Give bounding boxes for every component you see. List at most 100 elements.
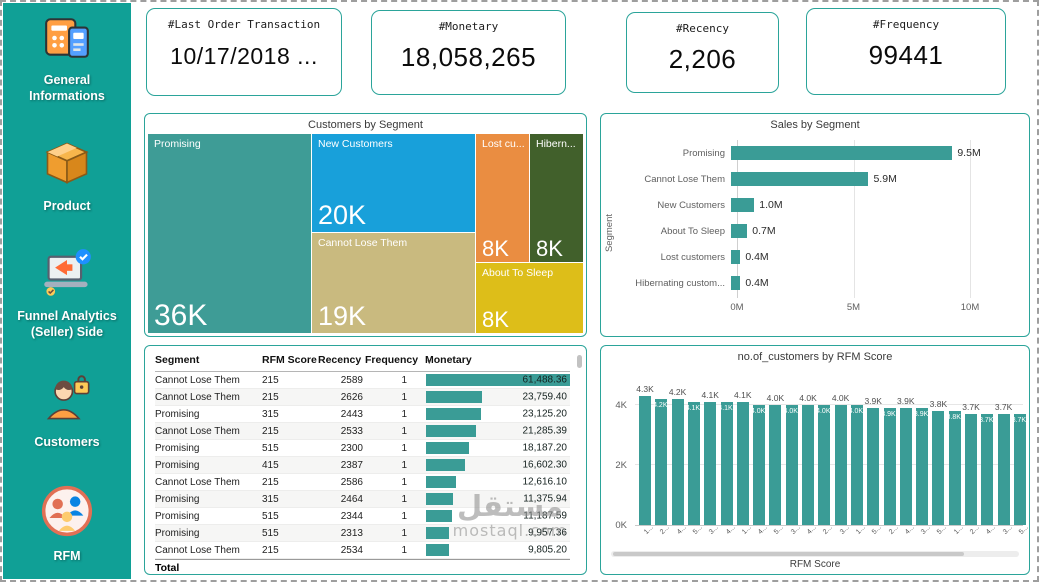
table-cell-seg: Promising <box>155 510 200 522</box>
column-header-recency[interactable]: Recency <box>318 354 362 366</box>
rfm-bar[interactable] <box>655 399 668 525</box>
treemap-block-label: About To Sleep <box>482 267 554 279</box>
treemap-block[interactable]: Cannot Lose Them 19K <box>312 233 475 333</box>
rfm-scrollbar-thumb[interactable] <box>613 552 964 556</box>
rfm-bar[interactable] <box>753 405 766 525</box>
rfm-bar[interactable] <box>932 411 945 525</box>
rfm-bar[interactable] <box>639 396 651 525</box>
sales-bar[interactable] <box>731 146 953 160</box>
table-cell-rec: 2586 <box>340 476 363 488</box>
sidebar-item-funnel-analytics[interactable]: Funnel Analytics (Seller) Side <box>7 247 127 340</box>
rfm-bar[interactable] <box>687 402 700 525</box>
table-row[interactable]: Cannot Lose Them 215 2534 1 9,805.20 <box>155 542 570 559</box>
rfm-bar-label: 4.1K <box>734 390 752 400</box>
sidebar-item-label: General Informations <box>29 73 105 103</box>
monetary-value: 12,616.10 <box>522 476 568 488</box>
rfm-bar[interactable] <box>883 408 896 525</box>
treemap-block-label: Promising <box>154 138 201 150</box>
sales-gridline <box>970 140 971 298</box>
sales-category-label: Hibernating custom... <box>635 277 725 289</box>
table-cell-freq: 1 <box>401 391 407 403</box>
column-header-rfm-score[interactable]: RFM Score <box>262 354 317 366</box>
monetary-cell: 12,616.10 <box>425 474 570 490</box>
kpi-label: #Recency <box>676 22 729 35</box>
table-cell-seg: Promising <box>155 408 200 420</box>
sidebar-item-general-informations[interactable]: General Informations <box>7 13 127 104</box>
sales-chart-title: Sales by Segment <box>770 119 860 131</box>
rfm-bar[interactable] <box>802 405 814 525</box>
sales-category-label: Promising <box>682 147 725 159</box>
rfm-bar[interactable] <box>785 405 798 525</box>
rfm-bar[interactable] <box>916 408 929 525</box>
rfm-bar[interactable] <box>769 405 782 525</box>
treemap-block[interactable]: About To Sleep 8K <box>476 263 583 333</box>
rfm-bar[interactable] <box>850 405 863 525</box>
sales-x-tick-label: 0M <box>730 302 744 313</box>
sales-bar[interactable] <box>731 224 748 238</box>
sales-value-label: 9.5M <box>957 147 981 159</box>
sidebar-item-label: RFM <box>53 549 81 564</box>
table-row[interactable]: Cannot Lose Them 215 2626 1 23,759.40 <box>155 389 570 406</box>
rfm-bar[interactable] <box>736 402 749 525</box>
column-header-monetary[interactable]: Monetary ▼ <box>425 354 472 366</box>
monetary-databar <box>426 425 477 437</box>
rfm-bar[interactable] <box>997 414 1010 525</box>
monetary-databar <box>426 493 453 505</box>
rfm-bar[interactable] <box>867 408 880 525</box>
table-row[interactable]: Promising 515 2300 1 18,187.20 <box>155 440 570 457</box>
table-row[interactable]: Cannot Lose Them 215 2586 1 12,616.10 <box>155 474 570 491</box>
sales-bar[interactable] <box>731 250 741 264</box>
sales-bar[interactable] <box>731 276 741 290</box>
rfm-bar[interactable] <box>720 402 733 525</box>
treemap-block-label: Lost cu... <box>482 138 525 150</box>
monetary-cell: 9,957.36 <box>425 525 570 541</box>
rfm-bar[interactable] <box>818 405 831 525</box>
sales-bar[interactable] <box>731 198 755 212</box>
sales-value-label: 0.4M <box>745 251 769 263</box>
table-cell-freq: 1 <box>401 442 407 454</box>
table-row[interactable]: Promising 515 2313 1 9,957.36 <box>155 525 570 542</box>
table-row[interactable]: Promising 315 2443 1 23,125.20 <box>155 406 570 423</box>
rfm-bar[interactable] <box>948 411 961 525</box>
table-row[interactable]: Promising 315 2464 1 11,375.94 <box>155 491 570 508</box>
kpi-card-last-order-transaction: #Last Order Transaction 10/17/2018 ... <box>146 8 342 96</box>
sales-by-segment-chart: Sales by Segment Segment Promising 9.5M Ca… <box>600 113 1030 337</box>
table-cell-rec: 2313 <box>340 527 363 539</box>
rfm-horizontal-scrollbar[interactable] <box>611 551 1019 557</box>
rfm-bar[interactable] <box>704 402 717 525</box>
treemap-block[interactable]: Promising 36K <box>148 134 311 333</box>
column-header-frequency[interactable]: Frequency <box>365 354 419 366</box>
rfm-bar[interactable] <box>899 408 912 525</box>
monetary-cell: 23,125.20 <box>425 406 570 422</box>
table-row[interactable]: Cannot Lose Them 215 2589 1 61,488.36 <box>155 372 570 389</box>
sidebar-item-label: Product <box>43 198 91 213</box>
sales-gridline <box>737 140 738 298</box>
table-row[interactable]: Promising 515 2344 1 11,187.59 <box>155 508 570 525</box>
sidebar-item-rfm[interactable]: RFM <box>39 483 95 565</box>
treemap-block[interactable]: New Customers 20K <box>312 134 475 232</box>
table-scrollbar-thumb[interactable] <box>577 355 582 368</box>
rfm-bar[interactable] <box>1013 414 1026 525</box>
column-header-segment[interactable]: Segment <box>155 354 200 366</box>
sidebar-item-product[interactable]: Product <box>41 137 93 215</box>
table-cell-rfm: 415 <box>262 459 279 471</box>
sales-bar[interactable] <box>731 172 869 186</box>
sales-value-label: 0.4M <box>745 277 769 289</box>
sales-value-label: 5.9M <box>873 173 897 185</box>
treemap-block[interactable]: Lost cu... 8K <box>476 134 529 262</box>
sales-bar-row: About To Sleep 0.7M <box>607 218 1023 244</box>
rfm-bar[interactable] <box>965 414 977 525</box>
table-cell-seg: Cannot Lose Them <box>155 391 240 403</box>
table-cell-rfm: 215 <box>262 374 279 386</box>
rfm-bar-label: 4.0K <box>831 393 850 403</box>
treemap-block[interactable]: Hibern... 8K <box>530 134 583 262</box>
rfm-bar[interactable] <box>981 414 994 525</box>
sidebar-item-label: Customers <box>34 435 100 450</box>
rfm-bar[interactable] <box>671 399 684 525</box>
table-row[interactable]: Promising 415 2387 1 16,602.30 <box>155 457 570 474</box>
table-cell-seg: Cannot Lose Them <box>155 374 240 386</box>
sidebar-item-customers[interactable]: Customers <box>32 373 101 451</box>
product-box-icon <box>41 137 93 194</box>
rfm-bar[interactable] <box>834 405 847 525</box>
table-row[interactable]: Cannot Lose Them 215 2533 1 21,285.39 <box>155 423 570 440</box>
